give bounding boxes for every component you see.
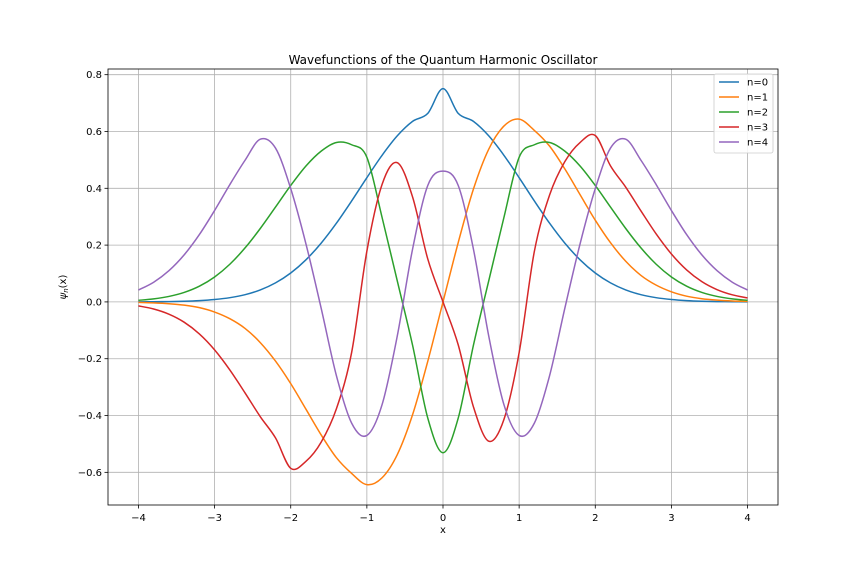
x-axis-label: x xyxy=(440,525,446,536)
series-line-n=3 xyxy=(138,133,748,471)
x-tick-label: 3 xyxy=(668,513,674,524)
chart-title: Wavefunctions of the Quantum Harmonic Os… xyxy=(289,53,598,67)
y-tick-label: −0.6 xyxy=(78,468,102,479)
y-axis-label: ψn(x) xyxy=(58,275,70,300)
x-tick-label: 1 xyxy=(516,513,522,524)
y-tick-label: −0.4 xyxy=(78,411,102,422)
legend-label-n=2: n=2 xyxy=(747,108,768,119)
x-tick-label: 0 xyxy=(440,513,446,524)
x-tick-label: 2 xyxy=(592,513,598,524)
y-tick-label: 0.0 xyxy=(86,297,102,308)
y-tick-label: 0.2 xyxy=(86,241,102,252)
x-tick-label: 4 xyxy=(744,513,750,524)
y-axis-label-main: ψ xyxy=(58,292,69,299)
y-axis-label-tail: (x) xyxy=(58,275,69,289)
y-tick-label: 0.4 xyxy=(86,184,102,195)
series-layer xyxy=(138,87,748,486)
x-tick-label: −2 xyxy=(283,513,298,524)
y-axis-label-sub: n xyxy=(62,288,70,292)
legend-label-n=1: n=1 xyxy=(747,93,768,104)
legend-label-n=4: n=4 xyxy=(747,138,768,149)
y-tick-label: 0.6 xyxy=(86,127,102,138)
x-tick-label: −1 xyxy=(359,513,374,524)
x-tick-label: −3 xyxy=(207,513,222,524)
series-line-n=0 xyxy=(138,87,748,303)
series-line-n=2 xyxy=(138,141,748,454)
series-line-n=4 xyxy=(138,137,748,437)
grid-layer xyxy=(108,69,778,505)
x-tick-label: −4 xyxy=(131,513,146,524)
legend-box xyxy=(713,73,774,154)
y-tick-label: −0.2 xyxy=(78,354,102,365)
tick-layer: −4 −3 −2 −1 0 1 2 3 4 −0.6 −0.4 −0.2 0.0 0.2 0.4 0.6 0.8 xyxy=(78,70,751,524)
legend: n=0 n=1 n=2 n=3 n=4 xyxy=(713,73,774,154)
y-tick-label: 0.8 xyxy=(86,70,102,81)
legend-label-n=3: n=3 xyxy=(747,123,768,134)
legend-label-n=0: n=0 xyxy=(747,78,768,89)
